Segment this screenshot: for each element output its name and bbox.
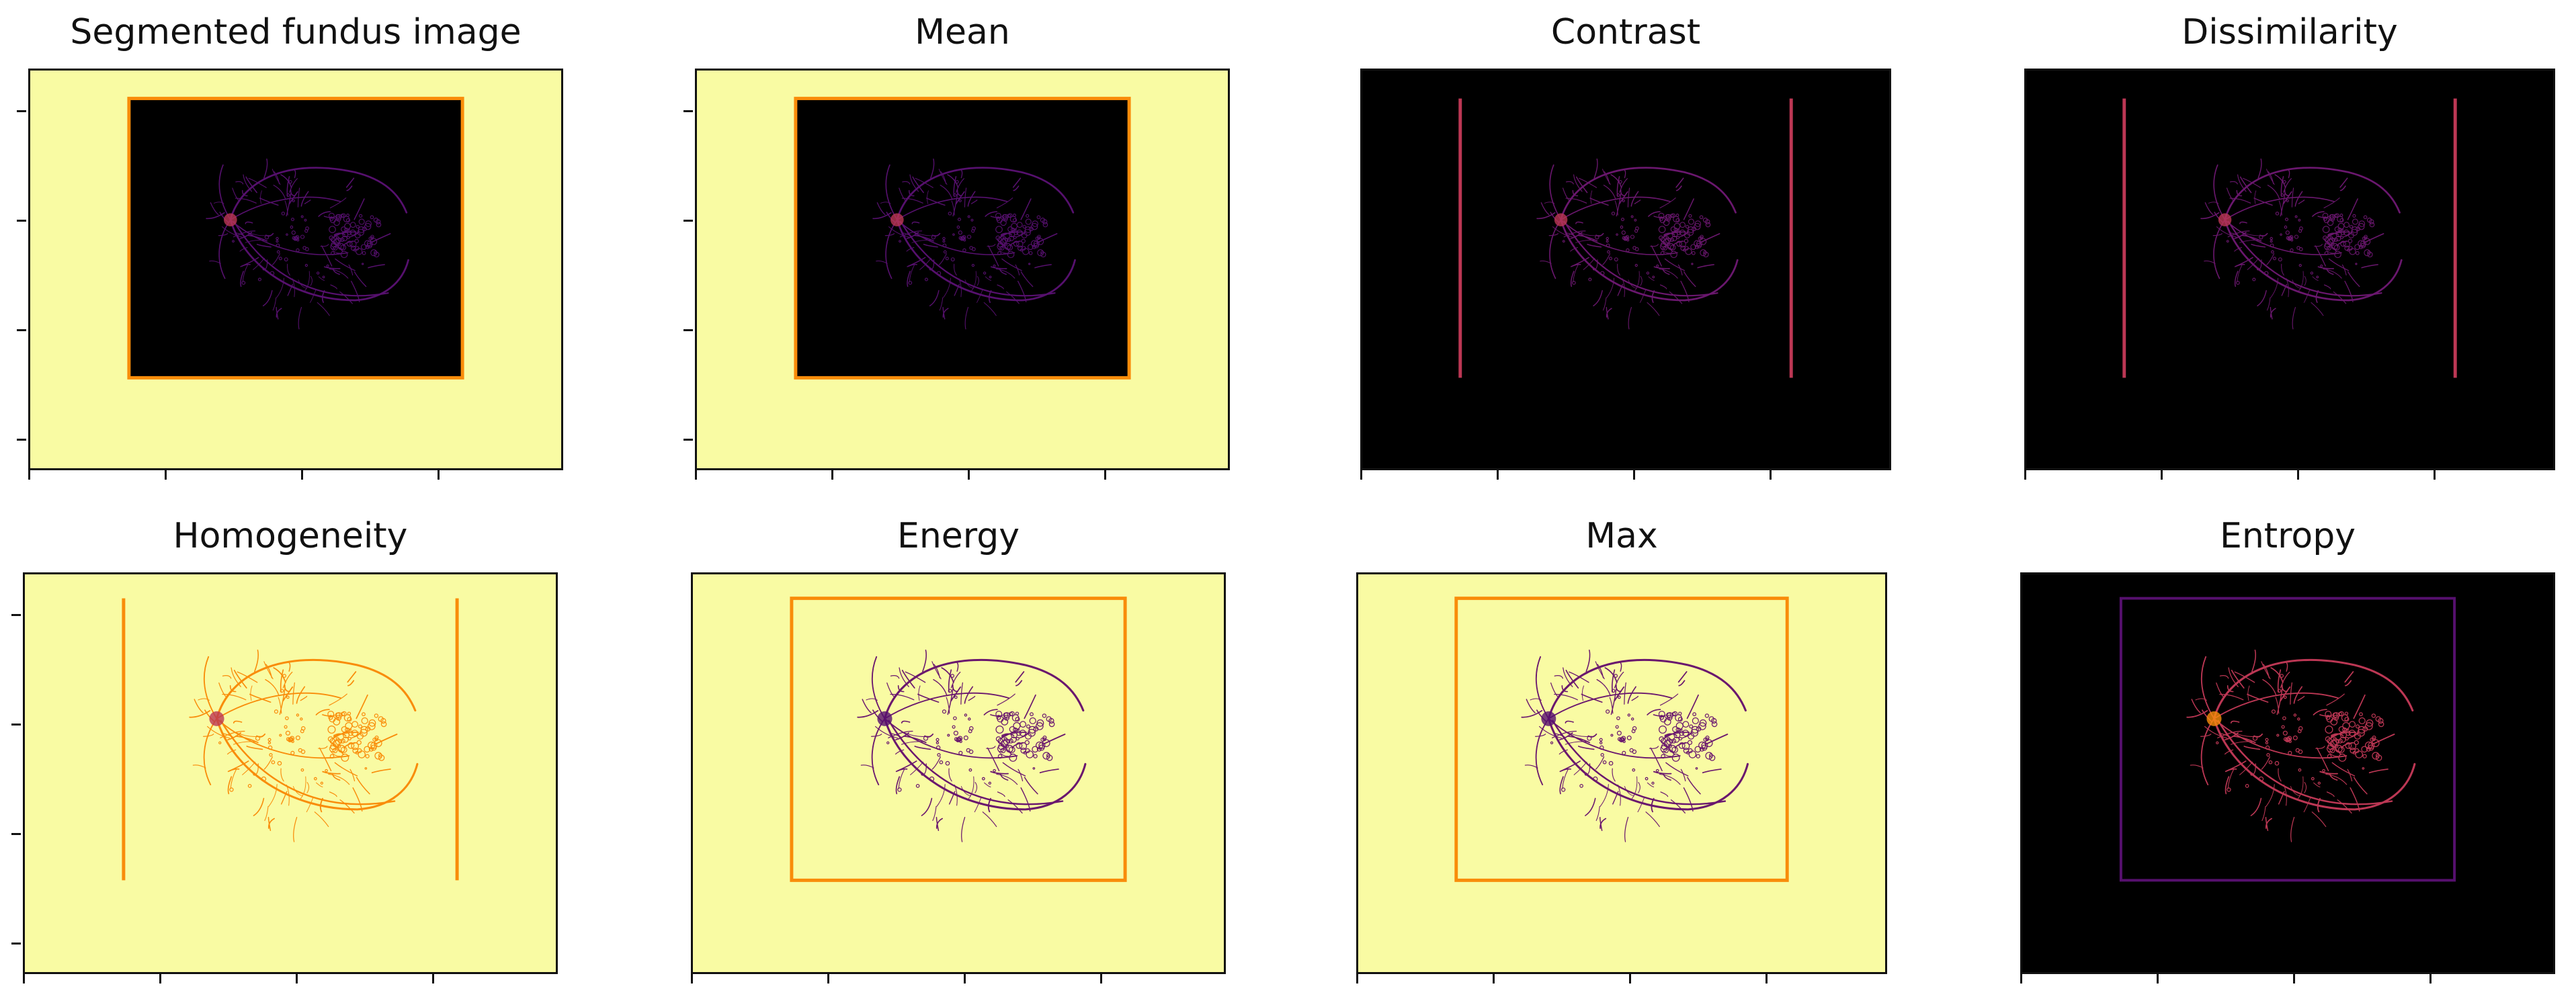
- y-tick: [683, 110, 693, 112]
- fundus-image: [2022, 574, 2553, 972]
- image-axes: [23, 572, 558, 974]
- image-axes: [28, 69, 563, 470]
- x-tick: [2024, 470, 2026, 480]
- fundus-image: [1362, 71, 1889, 468]
- panel-title: Homogeneity: [173, 516, 408, 556]
- x-tick: [432, 974, 434, 983]
- panel-energy: Energy: [691, 516, 1226, 983]
- image-axes: [691, 572, 1226, 974]
- panel-entropy: Entropy: [2020, 516, 2555, 983]
- x-tick: [296, 974, 298, 983]
- panel-contrast: Contrast: [1360, 12, 1891, 480]
- panel-max: Max: [1356, 516, 1887, 983]
- x-tick: [2293, 974, 2295, 983]
- panel-title: Dissimilarity: [2182, 12, 2398, 52]
- fundus-image: [25, 574, 556, 972]
- panel-segmented-fundus: Segmented fundus image: [17, 12, 563, 480]
- x-tick: [1633, 470, 1635, 480]
- panel-title: Max: [1585, 516, 1658, 556]
- y-tick: [683, 329, 693, 331]
- y-tick: [17, 110, 26, 112]
- fundus-image: [30, 71, 561, 468]
- x-tick: [691, 974, 693, 983]
- image-axes: [2024, 69, 2555, 470]
- fundus-image: [2026, 71, 2553, 468]
- panel-title: Energy: [897, 516, 1020, 556]
- x-tick: [1497, 470, 1499, 480]
- y-tick: [17, 329, 26, 331]
- panel-dissimilarity: Dissimilarity: [2024, 12, 2555, 480]
- y-tick: [683, 220, 693, 222]
- panel-title: Mean: [915, 12, 1010, 52]
- y-tick: [11, 724, 21, 726]
- y-tick: [11, 614, 21, 616]
- x-tick: [438, 470, 440, 480]
- x-tick: [2020, 974, 2022, 983]
- x-tick: [1629, 974, 1631, 983]
- x-tick: [28, 470, 30, 480]
- x-tick: [831, 470, 833, 480]
- image-axes: [1360, 69, 1891, 470]
- x-tick: [964, 974, 966, 983]
- x-tick: [2429, 974, 2432, 983]
- image-axes: [1356, 572, 1887, 974]
- fundus-image: [693, 574, 1224, 972]
- y-tick: [11, 833, 21, 835]
- x-tick: [1100, 974, 1102, 983]
- x-tick: [301, 470, 303, 480]
- panel-title: Segmented fundus image: [70, 12, 522, 52]
- image-axes: [2020, 572, 2555, 974]
- x-tick: [2161, 470, 2163, 480]
- panel-title: Contrast: [1550, 12, 1701, 52]
- x-tick: [1765, 974, 1768, 983]
- panel-title: Entropy: [2219, 516, 2356, 556]
- panel-homogeneity: Homogeneity: [11, 516, 558, 983]
- x-tick: [1104, 470, 1106, 480]
- x-tick: [827, 974, 829, 983]
- x-tick: [968, 470, 970, 480]
- x-tick: [165, 470, 167, 480]
- fundus-image: [1358, 574, 1885, 972]
- fundus-image: [697, 71, 1228, 468]
- x-tick: [1360, 470, 1362, 480]
- x-tick: [2434, 470, 2436, 480]
- y-tick: [683, 439, 693, 441]
- x-tick: [2157, 974, 2159, 983]
- x-tick: [2297, 470, 2299, 480]
- x-tick: [1356, 974, 1358, 983]
- x-tick: [159, 974, 161, 983]
- x-tick: [695, 470, 697, 480]
- panel-mean: Mean: [683, 12, 1230, 480]
- y-tick: [17, 439, 26, 441]
- x-tick: [1770, 470, 1772, 480]
- image-axes: [695, 69, 1230, 470]
- x-tick: [23, 974, 25, 983]
- y-tick: [17, 220, 26, 222]
- x-tick: [1493, 974, 1495, 983]
- y-tick: [11, 943, 21, 945]
